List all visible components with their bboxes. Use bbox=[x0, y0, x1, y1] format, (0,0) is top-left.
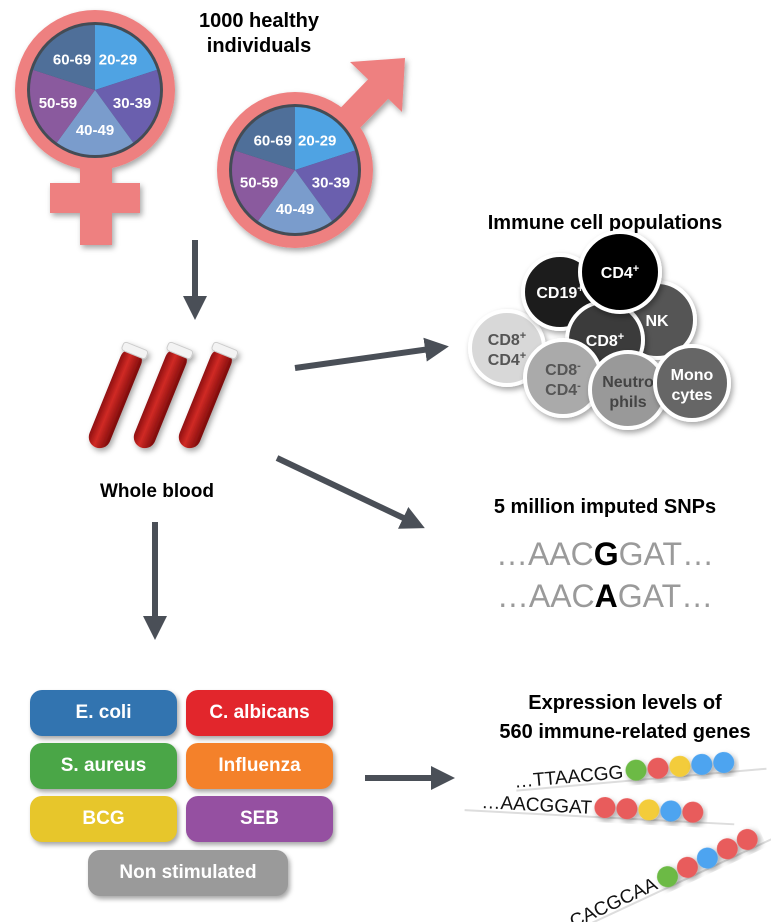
expression-bead bbox=[736, 828, 758, 850]
title-line-1: 1000 healthy bbox=[199, 10, 320, 32]
male-age-label: 20-29 bbox=[298, 132, 336, 149]
svg-text:CD4+: CD4+ bbox=[601, 263, 639, 282]
expression-bead bbox=[647, 757, 669, 779]
male-age-pie: 20-29 30-39 40-49 50-59 60-69 bbox=[229, 104, 361, 236]
male-age-label: 40-49 bbox=[276, 201, 314, 218]
flow-arrows bbox=[143, 240, 455, 790]
expression-title-line-2: 560 immune-related genes bbox=[499, 721, 750, 743]
gene-expression-rows: …TTAACGG…AACGGAT …CACGCAA bbox=[464, 751, 771, 922]
stimulus-influenza: Influenza bbox=[186, 743, 333, 789]
female-age-label: 60-69 bbox=[53, 51, 91, 68]
male-slice-40-49 bbox=[257, 170, 333, 234]
stimulus-seb: SEB bbox=[186, 796, 333, 842]
female-age-label: 50-59 bbox=[39, 95, 77, 112]
expression-bead bbox=[696, 847, 718, 869]
svg-text:CD8+: CD8+ bbox=[586, 331, 624, 350]
svg-text:Mono: Mono bbox=[671, 367, 714, 384]
stimulus-bcg: BCG bbox=[30, 796, 177, 842]
cell-cd4: CD4+ bbox=[578, 230, 662, 314]
expression-bead bbox=[691, 753, 713, 775]
expression-bead bbox=[716, 838, 738, 860]
stimulus-e-coli: E. coli bbox=[30, 690, 177, 736]
expression-bead bbox=[660, 800, 682, 822]
gene-row: …TTAACGG bbox=[513, 751, 767, 793]
stimulus-non-stimulated: Non stimulated bbox=[88, 850, 288, 896]
arrow-to-cells bbox=[294, 337, 449, 371]
snp-sequence: …AACAGAT… bbox=[497, 578, 713, 614]
snps-title: 5 million imputed SNPs bbox=[494, 496, 716, 518]
arrow-to-snps bbox=[275, 455, 425, 529]
female-slice-40-49 bbox=[56, 90, 134, 156]
snp-sequence: …AACGGAT… bbox=[496, 536, 714, 572]
expression-bead bbox=[638, 799, 660, 821]
cell-cd8cd4: CD8-CD4- bbox=[523, 338, 603, 418]
expression-bead bbox=[656, 866, 678, 888]
expression-bead bbox=[625, 759, 647, 781]
gene-row: …AACGGAT bbox=[464, 792, 735, 826]
gene-sequence: …CACGCAA bbox=[550, 874, 662, 922]
gene-row: …CACGCAA bbox=[550, 828, 771, 922]
stimulus-c-albicans: C. albicans bbox=[186, 690, 333, 736]
expression-bead bbox=[676, 856, 698, 878]
svg-text:CD4+: CD4+ bbox=[488, 350, 526, 369]
expression-bead bbox=[713, 751, 735, 773]
stimulus-s-aureus: S. aureus bbox=[30, 743, 177, 789]
expression-title-line-1: Expression levels of bbox=[528, 692, 722, 714]
title-line-2: individuals bbox=[207, 35, 311, 57]
blood-tubes-icon bbox=[88, 341, 239, 449]
cell-monocytes: Mono cytes bbox=[653, 344, 731, 422]
male-slice-50-59 bbox=[232, 150, 295, 221]
svg-text:CD8+: CD8+ bbox=[488, 330, 526, 349]
expression-bead bbox=[682, 801, 704, 823]
male-age-label: 30-39 bbox=[312, 175, 350, 192]
male-age-label: 60-69 bbox=[254, 132, 292, 149]
gene-sequence: …TTAACGG bbox=[513, 762, 624, 792]
svg-text:CD19+: CD19+ bbox=[536, 283, 583, 302]
female-age-label: 40-49 bbox=[76, 122, 114, 139]
female-slice-60-69 bbox=[33, 25, 95, 90]
svg-text:CD8-: CD8- bbox=[545, 360, 581, 379]
expression-bead bbox=[669, 755, 691, 777]
female-age-pie: 20-29 30-39 40-49 50-59 60-69 bbox=[27, 22, 163, 158]
snp-allele: A bbox=[595, 578, 618, 614]
immune-title: Immune cell populations bbox=[488, 212, 722, 234]
snp-allele: G bbox=[594, 536, 619, 572]
svg-text:NK: NK bbox=[645, 313, 669, 330]
snp-sequences: …AACGGAT… …AACAGAT… bbox=[496, 536, 714, 614]
male-slice-20-29 bbox=[295, 107, 355, 170]
male-age-label: 50-59 bbox=[240, 175, 278, 192]
svg-text:phils: phils bbox=[609, 394, 646, 411]
cell-neutrophils: Neutro phils bbox=[588, 350, 668, 430]
svg-text:CD4-: CD4- bbox=[545, 380, 581, 399]
whole-blood-label: Whole blood bbox=[100, 481, 214, 502]
gene-sequence: …AACGGAT bbox=[481, 792, 593, 819]
male-slice-60-69 bbox=[235, 107, 295, 170]
female-slice-50-59 bbox=[30, 69, 95, 143]
female-slice-30-39 bbox=[95, 69, 161, 143]
female-slice-20-29 bbox=[95, 25, 157, 90]
female-age-label: 20-29 bbox=[99, 51, 137, 68]
female-age-label: 30-39 bbox=[113, 95, 151, 112]
male-slice-30-39 bbox=[295, 150, 358, 221]
svg-text:cytes: cytes bbox=[672, 387, 713, 404]
expression-bead bbox=[616, 798, 638, 820]
expression-bead bbox=[594, 797, 616, 819]
svg-text:Neutro: Neutro bbox=[602, 374, 654, 391]
